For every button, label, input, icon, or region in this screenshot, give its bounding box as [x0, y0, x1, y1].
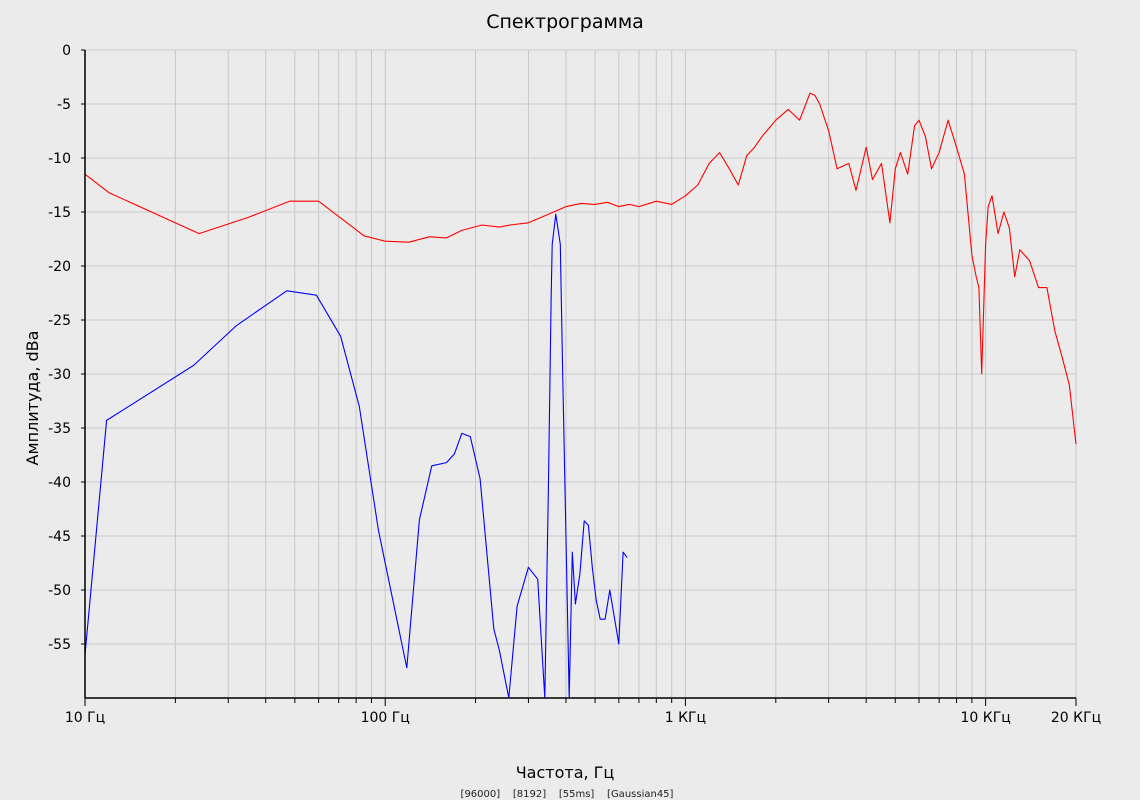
x-tick-label: 100 Гц — [361, 710, 410, 726]
x-tick-label: 10 КГц — [960, 710, 1010, 726]
y-tick-label: -5 — [57, 97, 71, 113]
grid-lines — [85, 49, 1077, 698]
y-tick-label: -50 — [48, 583, 71, 599]
y-tick-label: -20 — [48, 259, 71, 275]
x-tick-label: 10 Гц — [65, 710, 105, 726]
y-tick-label: -45 — [48, 529, 71, 545]
y-tick-labels: 0 -5 -10 -15 -20 -25 -30 -35 -40 -45 -50 -55 — [48, 43, 85, 653]
chart-title: Спектрограмма — [486, 11, 644, 33]
x-tick-labels: 10 Гц 100 Гц 1 КГц 10 КГц 20 КГц — [65, 698, 1101, 726]
y-tick-label: -40 — [48, 475, 71, 491]
x-axis-title: Частота, Гц — [516, 763, 615, 782]
y-tick-label: -30 — [48, 367, 71, 383]
series-line-blue — [84, 213, 628, 699]
y-tick-label: -10 — [48, 151, 71, 167]
y-axis-title: Амплитуда, dBa — [23, 331, 42, 466]
y-tick-label: -55 — [48, 637, 71, 653]
y-tick-label: -15 — [48, 205, 71, 221]
series-line-red — [84, 92, 1077, 445]
y-tick-label: -35 — [48, 421, 71, 437]
x-tick-label: 1 КГц — [665, 710, 706, 726]
fft-settings-footer: [96000] [8192] [55ms] [Gaussian45] — [461, 789, 674, 800]
y-tick-label: 0 — [62, 43, 71, 59]
x-tick-label: 20 КГц — [1051, 710, 1101, 726]
y-tick-label: -25 — [48, 313, 71, 329]
series-layer — [84, 92, 1077, 699]
